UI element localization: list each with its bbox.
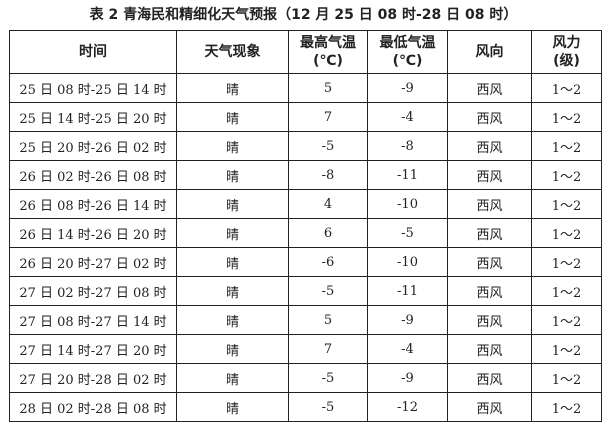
table-cell: -4 xyxy=(367,334,448,364)
table-cell: 1～2 xyxy=(531,189,602,219)
table-cell: 西风 xyxy=(447,363,532,393)
table-cell: 25 日 20 时-26 日 02 时 xyxy=(9,131,177,161)
table-cell: 西风 xyxy=(447,73,532,103)
table-cell: -4 xyxy=(367,102,448,132)
table-cell: 4 xyxy=(288,189,368,219)
table-cell: -10 xyxy=(367,247,448,277)
table-cell: 西风 xyxy=(447,160,532,190)
table-cell: 晴 xyxy=(176,189,289,219)
table-cell: 西风 xyxy=(447,189,532,219)
table-cell: -11 xyxy=(367,160,448,190)
table-row: 26 日 20 时-27 日 02 时晴 -6 -10 西风 1～2 xyxy=(9,247,602,277)
table-title: 表 2 青海民和精细化天气预报（12 月 25 日 08 时-28 日 08 时… xyxy=(89,7,518,23)
table-cell: -5 xyxy=(288,276,368,306)
table-cell: 晴 xyxy=(176,334,289,364)
table-cell: -12 xyxy=(367,392,448,422)
table-cell: 晴 xyxy=(176,392,289,422)
table-row: 25 日 08 时-25 日 14 时晴 5 -9 西风 1～2 xyxy=(9,73,602,103)
table-cell: 1～2 xyxy=(531,73,602,103)
table-cell: 1～2 xyxy=(531,160,602,190)
table-cell: 26 日 02 时-26 日 08 时 xyxy=(9,160,177,190)
table-cell: -6 xyxy=(288,247,368,277)
table-cell: 1～2 xyxy=(531,102,602,132)
table-cell: 1～2 xyxy=(531,131,602,161)
table-cell: 26 日 20 时-27 日 02 时 xyxy=(9,247,177,277)
table-cell: 27 日 20 时-28 日 02 时 xyxy=(9,363,177,393)
table-cell: 晴 xyxy=(176,305,289,335)
table-cell: 西风 xyxy=(447,392,532,422)
table-cell: 1～2 xyxy=(531,392,602,422)
table-cell: 7 xyxy=(288,334,368,364)
table-cell: 西风 xyxy=(447,276,532,306)
table-cell: 6 xyxy=(288,218,368,248)
column-header: 天气现象 xyxy=(176,30,289,74)
table-cell: 7 xyxy=(288,102,368,132)
forecast-table: 时间 天气现象 最高气温 (℃) 最低气温 (℃) 风向 风力 (级) 25 日 08 时-25… xyxy=(9,30,602,422)
table-cell: 1～2 xyxy=(531,305,602,335)
table-cell: 晴 xyxy=(176,363,289,393)
table-cell: -5 xyxy=(367,218,448,248)
column-header: 风力 (级) xyxy=(531,30,602,74)
table-cell: 西风 xyxy=(447,218,532,248)
table-cell: -9 xyxy=(367,305,448,335)
column-header: 最高气温 (℃) xyxy=(288,30,368,74)
table-cell: -5 xyxy=(288,392,368,422)
table-cell: 25 日 14 时-25 日 20 时 xyxy=(9,102,177,132)
table-cell: 晴 xyxy=(176,73,289,103)
table-cell: 27 日 14 时-27 日 20 时 xyxy=(9,334,177,364)
table-row: 27 日 02 时-27 日 08 时晴 -5 -11 西风 1～2 xyxy=(9,276,602,306)
table-row: 25 日 14 时-25 日 20 时晴 7 -4 西风 1～2 xyxy=(9,102,602,132)
table-cell: 西风 xyxy=(447,247,532,277)
table-row: 27 日 08 时-27 日 14 时晴 5 -9 西风 1～2 xyxy=(9,305,602,335)
table-cell: 西风 xyxy=(447,131,532,161)
column-header: 时间 xyxy=(9,30,177,74)
table-cell: 晴 xyxy=(176,218,289,248)
table-cell: -11 xyxy=(367,276,448,306)
table-cell: 26 日 08 时-26 日 14 时 xyxy=(9,189,177,219)
table-cell: -10 xyxy=(367,189,448,219)
header-row: 时间 天气现象 最高气温 (℃) 最低气温 (℃) 风向 风力 (级) xyxy=(9,30,602,74)
table-row: 28 日 02 时-28 日 08 时晴 -5 -12 西风 1～2 xyxy=(9,392,602,422)
table-cell: 西风 xyxy=(447,102,532,132)
table-cell: 5 xyxy=(288,73,368,103)
table-cell: -5 xyxy=(288,131,368,161)
table-cell: 晴 xyxy=(176,102,289,132)
table-cell: 27 日 08 时-27 日 14 时 xyxy=(9,305,177,335)
table-cell: 西风 xyxy=(447,334,532,364)
table-cell: 晴 xyxy=(176,160,289,190)
table-cell: -5 xyxy=(288,363,368,393)
table-cell: 西风 xyxy=(447,305,532,335)
table-row: 26 日 14 时-26 日 20 时晴 6 -5 西风 1～2 xyxy=(9,218,602,248)
table-cell: -8 xyxy=(288,160,368,190)
table-cell: -8 xyxy=(367,131,448,161)
table-cell: 1～2 xyxy=(531,276,602,306)
column-header: 最低气温 (℃) xyxy=(367,30,448,74)
table-cell: -9 xyxy=(367,363,448,393)
table-row: 27 日 14 时-27 日 20 时晴 7 -4 西风 1～2 xyxy=(9,334,602,364)
table-cell: 1～2 xyxy=(531,247,602,277)
table-cell: 晴 xyxy=(176,131,289,161)
table-cell: 5 xyxy=(288,305,368,335)
table-cell: 1～2 xyxy=(531,334,602,364)
table-cell: 1～2 xyxy=(531,218,602,248)
table-row: 26 日 08 时-26 日 14 时晴 4 -10 西风 1～2 xyxy=(9,189,602,219)
table-row: 25 日 20 时-26 日 02 时晴 -5 -8 西风 1～2 xyxy=(9,131,602,161)
table-cell: 26 日 14 时-26 日 20 时 xyxy=(9,218,177,248)
table-cell: 晴 xyxy=(176,247,289,277)
table-cell: 28 日 02 时-28 日 08 时 xyxy=(9,392,177,422)
table-row: 26 日 02 时-26 日 08 时晴 -8 -11 西风 1～2 xyxy=(9,160,602,190)
table-cell: 1～2 xyxy=(531,363,602,393)
column-header: 风向 xyxy=(447,30,532,74)
table-cell: 27 日 02 时-27 日 08 时 xyxy=(9,276,177,306)
table-cell: -9 xyxy=(367,73,448,103)
table-row: 27 日 20 时-28 日 02 时晴 -5 -9 西风 1～2 xyxy=(9,363,602,393)
table-cell: 25 日 08 时-25 日 14 时 xyxy=(9,73,177,103)
table-cell: 晴 xyxy=(176,276,289,306)
